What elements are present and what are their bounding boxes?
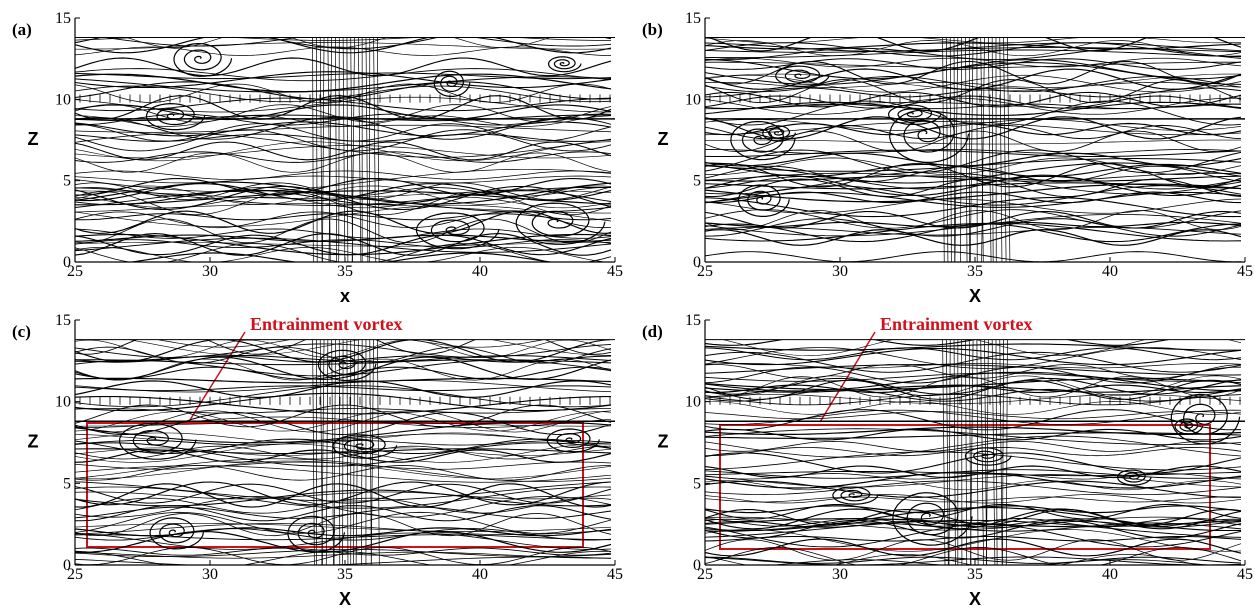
y-tick-label: 10 bbox=[55, 394, 71, 411]
x-tick-label: 30 bbox=[202, 263, 218, 280]
streamline bbox=[705, 252, 1241, 262]
streamline bbox=[377, 340, 379, 565]
streamlines bbox=[705, 31, 1245, 262]
x-tick-label: 45 bbox=[607, 263, 623, 280]
annotation: Entrainment vortex bbox=[250, 314, 402, 334]
streamline bbox=[705, 557, 1241, 563]
streamline bbox=[705, 429, 1241, 445]
x-tick-label: 35 bbox=[337, 263, 353, 280]
y-axis-label: Z bbox=[28, 432, 39, 452]
x-tick-label: 30 bbox=[832, 263, 848, 280]
streamline bbox=[320, 38, 322, 262]
streamline bbox=[313, 38, 314, 262]
panel-label: (b) bbox=[642, 20, 663, 39]
y-tick-label: 0 bbox=[63, 557, 71, 574]
streamline bbox=[705, 447, 1241, 455]
streamline bbox=[322, 38, 324, 262]
streamline bbox=[339, 38, 340, 262]
x-tick-label: 40 bbox=[472, 566, 488, 583]
streamline bbox=[1000, 38, 1002, 262]
x-tick-label: 45 bbox=[1237, 263, 1253, 280]
y-tick-label: 5 bbox=[63, 475, 71, 492]
panel-label: (a) bbox=[12, 20, 32, 39]
x-axis-label: X bbox=[969, 589, 981, 608]
streamline bbox=[75, 69, 611, 81]
panel-label: (c) bbox=[12, 322, 31, 341]
y-tick-label: 0 bbox=[63, 254, 71, 271]
y-tick-label: 5 bbox=[693, 475, 701, 492]
y-tick-label: 0 bbox=[693, 254, 701, 271]
x-tick-label: 40 bbox=[1102, 566, 1118, 583]
vortex bbox=[549, 57, 581, 72]
streamline bbox=[358, 38, 361, 262]
y-tick-label: 10 bbox=[685, 91, 701, 108]
x-tick-label: 30 bbox=[202, 566, 218, 583]
y-tick-label: 5 bbox=[693, 173, 701, 190]
x-axis-label: x bbox=[340, 286, 350, 306]
panel-label: (d) bbox=[642, 322, 663, 341]
figure: 2530354045051015(a)xZ2530354045051015(b)… bbox=[0, 0, 1255, 608]
x-tick-label: 35 bbox=[337, 566, 353, 583]
x-tick-label: 40 bbox=[1102, 263, 1118, 280]
y-tick-label: 15 bbox=[55, 10, 71, 27]
streamline bbox=[75, 176, 611, 183]
streamline bbox=[1007, 38, 1010, 262]
streamline bbox=[366, 38, 368, 262]
y-axis-label: Z bbox=[658, 129, 669, 149]
streamline bbox=[705, 452, 1241, 470]
x-tick-label: 35 bbox=[967, 263, 983, 280]
y-tick-label: 15 bbox=[685, 312, 701, 329]
x-axis-label: X bbox=[969, 286, 981, 306]
y-axis-label: Z bbox=[28, 129, 39, 149]
streamline bbox=[988, 38, 991, 262]
y-axis-label: Z bbox=[658, 432, 669, 452]
x-tick-label: 40 bbox=[472, 263, 488, 280]
streamline bbox=[705, 495, 1241, 504]
streamlines bbox=[75, 331, 615, 568]
y-tick-label: 10 bbox=[55, 91, 71, 108]
x-tick-label: 30 bbox=[832, 566, 848, 583]
y-tick-label: 15 bbox=[55, 312, 71, 329]
annotation: Entrainment vortex bbox=[880, 314, 1032, 334]
streamline bbox=[316, 38, 317, 262]
vortex bbox=[833, 487, 878, 504]
streamline bbox=[705, 506, 1241, 513]
y-tick-label: 0 bbox=[693, 557, 701, 574]
y-tick-label: 15 bbox=[685, 10, 701, 27]
x-axis-label: X bbox=[339, 589, 351, 608]
streamline bbox=[335, 38, 336, 262]
vortex bbox=[174, 44, 232, 77]
streamlines bbox=[705, 335, 1245, 571]
vortex bbox=[966, 448, 1012, 465]
x-tick-label: 45 bbox=[607, 566, 623, 583]
streamlines bbox=[75, 26, 615, 265]
x-tick-label: 45 bbox=[1237, 566, 1253, 583]
y-tick-label: 5 bbox=[63, 173, 71, 190]
y-tick-label: 10 bbox=[685, 394, 701, 411]
x-tick-label: 35 bbox=[967, 566, 983, 583]
streamline bbox=[705, 119, 1241, 130]
